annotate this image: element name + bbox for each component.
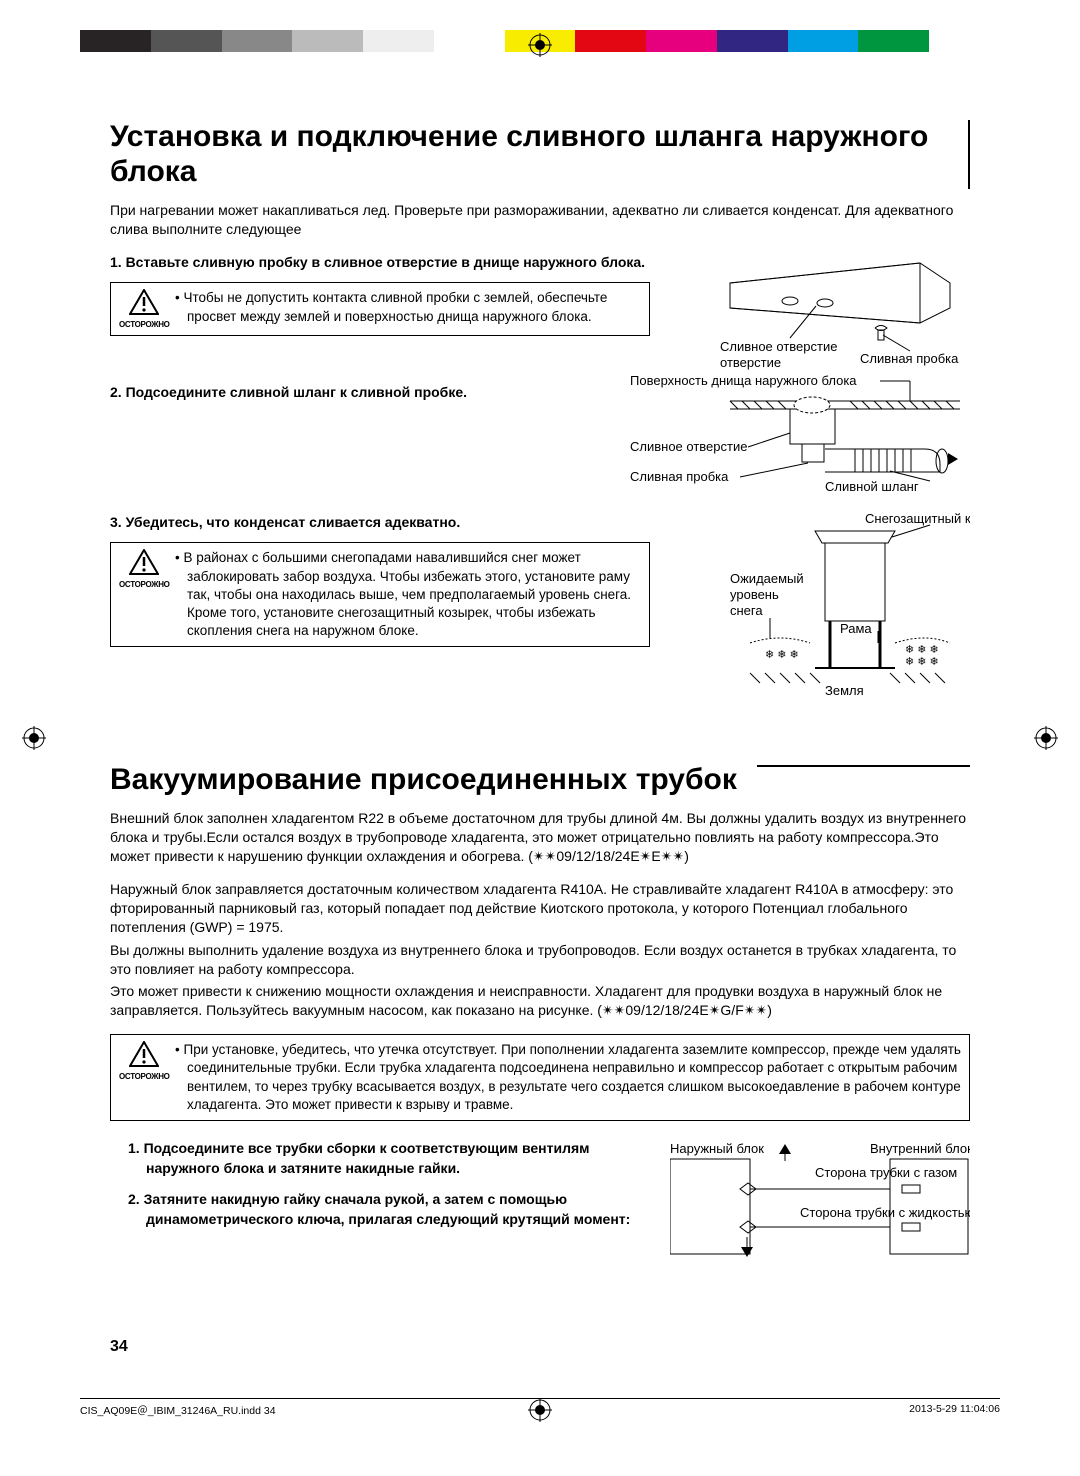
caution-box-1: ОСТОРОЖНО • Чтобы не допустить контакта …: [110, 282, 650, 336]
registration-mark-icon: [1034, 726, 1058, 750]
fig1-label-drain-hole: Сливное отверстие: [720, 339, 837, 354]
fig3-snow-level-2: уровень: [730, 587, 779, 602]
step-2-1: 1. Подсоедините все трубки сборки к соот…: [128, 1139, 650, 1178]
svg-text:❄ ❄ ❄: ❄ ❄ ❄: [765, 649, 799, 661]
caution-text: • Чтобы не допустить контакта сливной пр…: [173, 289, 641, 325]
page-content: Установка и подключение сливного шланга …: [110, 120, 970, 1269]
caution-label: ОСТОРОЖНО: [119, 320, 169, 329]
fig2-label-plug: Сливная пробка: [630, 469, 729, 484]
p2a: Внешний блок заполнен хладагентом R22 в …: [110, 809, 970, 866]
caution-label: ОСТОРОЖНО: [119, 1072, 169, 1081]
caution-label: ОСТОРОЖНО: [119, 580, 169, 589]
fig1-label-drain-plug: Сливная пробка: [860, 351, 959, 366]
warning-icon: [129, 289, 159, 315]
figure-4-pipe-connection: Наружный блок Внутренний блок Сторона тр…: [670, 1139, 970, 1269]
caution-box-2: ОСТОРОЖНО • В районах с большими снегопа…: [110, 542, 650, 647]
intro-paragraph: При нагревании может накапливаться лед. …: [110, 201, 970, 239]
step-1: 1. Вставьте сливную пробку в сливное отв…: [110, 253, 690, 273]
fig3-snow-level-3: снега: [730, 603, 763, 618]
footer-timestamp: 2013-5-29 11:04:06: [909, 1403, 1000, 1418]
fig2-label-hose: Сливной шланг: [825, 479, 919, 494]
fig4-outdoor: Наружный блок: [670, 1141, 764, 1156]
svg-text:❄ ❄ ❄: ❄ ❄ ❄: [905, 656, 939, 668]
registration-mark-icon: [528, 33, 552, 57]
figure-2-drain-hose: Поверхность днища наружного блока: [630, 373, 970, 513]
warning-icon: [129, 1041, 159, 1067]
fig3-snow-level-1: Ожидаемый: [730, 571, 804, 586]
caution-text: • В районах с большими снегопадами навал…: [173, 549, 641, 640]
fig4-liquid: Сторона трубки с жидкостью: [800, 1205, 970, 1220]
footer: CIS_AQ09E＠_IBIM_31246A_RU.indd 34 2013-5…: [80, 1398, 1000, 1418]
heading-1: Установка и подключение сливного шланга …: [110, 120, 970, 189]
fig2-label-hole: Сливное отверстие: [630, 439, 747, 454]
svg-text:❄ ❄ ❄: ❄ ❄ ❄: [905, 644, 939, 656]
warning-icon: [129, 549, 159, 575]
caution-box-3: ОСТОРОЖНО • При установке, убедитесь, чт…: [110, 1034, 970, 1121]
p2d: Это может привести к снижению мощности о…: [110, 982, 970, 1020]
p2b: Наружный блок заправляется достаточным к…: [110, 880, 970, 937]
fig3-frame: Рама: [840, 621, 872, 636]
page-number: 34: [110, 1338, 128, 1356]
fig4-gas: Сторона трубки с газом: [815, 1165, 957, 1180]
fig3-ground: Земля: [825, 683, 864, 698]
footer-filename: CIS_AQ09E＠_IBIM_31246A_RU.indd 34: [80, 1403, 276, 1418]
heading-2: Вакуумирование присоединенных трубок: [110, 763, 737, 798]
caution-text: • При установке, убедитесь, что утечка о…: [173, 1041, 961, 1114]
fig2-label-bottom: Поверхность днища наружного блока: [630, 373, 857, 388]
fig1-label-drain-hole2: отверстие: [720, 355, 781, 370]
figure-3-snow-frame: ❄ ❄ ❄ ❄ ❄ ❄ ❄ ❄ ❄ Снегозащитный колпак О…: [730, 513, 970, 713]
step-3: 3. Убедитесь, что конденсат сливается ад…: [110, 513, 710, 533]
step-2: 2. Подсоедините сливной шланг к сливной …: [110, 383, 610, 403]
fig3-snow-cap: Снегозащитный колпак: [865, 513, 970, 526]
p2c: Вы должны выполнить удаление воздуха из …: [110, 941, 970, 979]
fig4-indoor: Внутренний блок: [870, 1141, 970, 1156]
step-2-2: 2. Затяните накидную гайку сначала рукой…: [128, 1190, 650, 1229]
registration-mark-icon: [22, 726, 46, 750]
figure-1-drain-plug: Сливное отверстие отверстие Сливная проб…: [710, 253, 970, 373]
